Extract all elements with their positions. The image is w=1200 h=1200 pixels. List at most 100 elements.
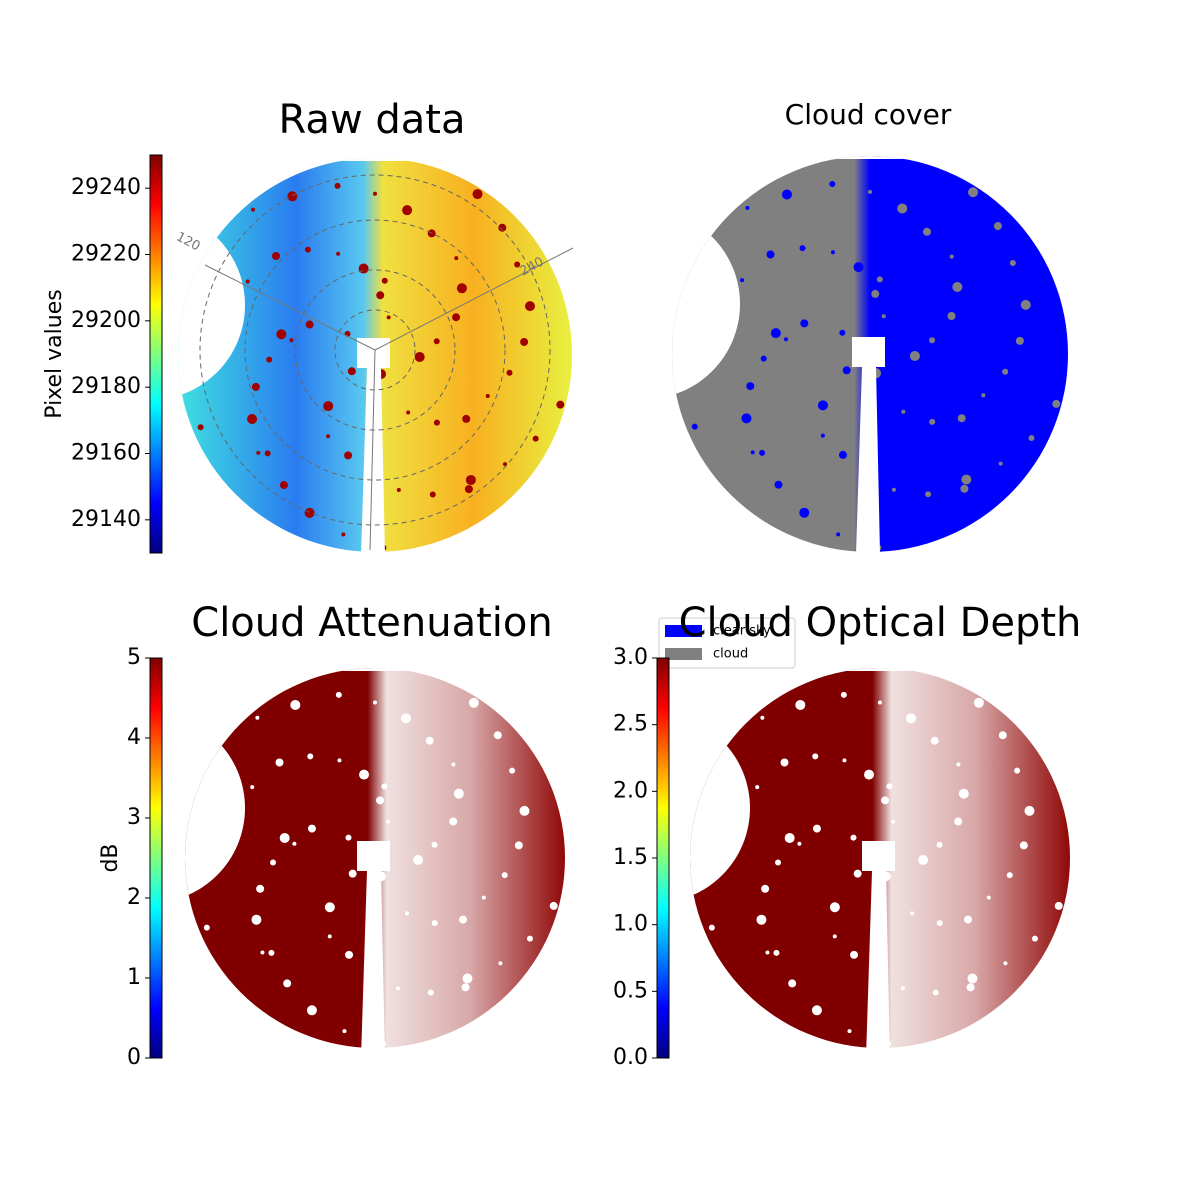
speckle xyxy=(307,824,316,833)
speckle xyxy=(820,433,825,438)
speckle xyxy=(812,753,819,760)
speckle xyxy=(842,758,847,763)
mask-bite xyxy=(690,713,750,903)
speckle xyxy=(847,1029,852,1034)
speckle xyxy=(256,450,261,455)
colorbar-tick-label: 0.5 xyxy=(613,978,648,1003)
speckle xyxy=(799,507,810,518)
speckle xyxy=(498,961,503,966)
speckle xyxy=(1031,935,1038,942)
speckle xyxy=(998,731,1007,740)
speckle xyxy=(960,484,969,493)
speckle xyxy=(431,841,438,848)
speckle xyxy=(925,491,932,498)
speckle xyxy=(1003,961,1008,966)
speckle xyxy=(472,189,483,200)
speckle xyxy=(433,338,440,345)
colorbar xyxy=(656,657,670,1059)
legend-swatch xyxy=(665,625,702,637)
speckle xyxy=(836,532,841,537)
sky-image xyxy=(185,668,565,1048)
speckle xyxy=(404,911,409,916)
speckle xyxy=(784,832,795,843)
speckle xyxy=(811,1005,822,1016)
speckle xyxy=(800,319,809,328)
colorbar-tick-label: 29140 xyxy=(71,507,141,532)
speckle xyxy=(197,424,204,431)
colorbar-tick-label: 29240 xyxy=(71,175,141,200)
colorbar-tick-label: 5 xyxy=(127,645,141,670)
speckle xyxy=(812,824,821,833)
polar-axis xyxy=(204,264,376,351)
speckle xyxy=(958,788,969,799)
speckle xyxy=(952,281,963,292)
speckle xyxy=(425,736,434,745)
speckle xyxy=(918,854,929,865)
speckle xyxy=(454,256,459,261)
speckle xyxy=(452,313,461,322)
speckle xyxy=(741,413,752,424)
speckle xyxy=(770,328,781,339)
speckle xyxy=(359,769,370,780)
speckle xyxy=(501,872,508,879)
speckle xyxy=(335,691,342,698)
speckle xyxy=(427,229,436,238)
speckle xyxy=(334,182,341,189)
colorbar-tick-label: 29160 xyxy=(71,441,141,466)
mask-bite xyxy=(672,209,740,399)
speckle xyxy=(524,301,535,312)
speckle xyxy=(981,393,986,398)
colorbar xyxy=(149,657,163,1059)
speckle xyxy=(1014,767,1021,774)
mask-centre xyxy=(862,841,895,871)
polar-ring xyxy=(199,174,551,526)
colorbar-tick-label: 1 xyxy=(127,965,141,990)
speckle xyxy=(891,487,896,492)
speckle xyxy=(251,207,256,212)
mask-wedge xyxy=(361,368,385,555)
speckle xyxy=(323,401,334,412)
speckle xyxy=(306,1005,317,1016)
colorbar-tick-label: 2.5 xyxy=(613,712,648,737)
speckle xyxy=(345,950,354,959)
speckle xyxy=(839,329,846,336)
speckle xyxy=(799,245,806,252)
speckle xyxy=(453,788,464,799)
polar-axis xyxy=(369,349,376,551)
speckle xyxy=(519,805,530,816)
speckle xyxy=(1020,299,1031,310)
speckle xyxy=(400,713,411,724)
speckle xyxy=(336,251,341,256)
speckle xyxy=(342,1029,347,1034)
speckle xyxy=(514,841,523,850)
sky-image xyxy=(178,158,572,552)
speckle xyxy=(1009,259,1016,266)
speckle xyxy=(957,414,966,423)
speckle xyxy=(1006,872,1013,879)
speckle xyxy=(1002,368,1009,375)
speckle xyxy=(451,762,456,767)
speckle xyxy=(396,488,401,493)
speckle xyxy=(462,973,473,984)
speckle xyxy=(832,934,837,939)
speckle xyxy=(431,920,438,927)
panel-title: Raw data xyxy=(279,97,466,143)
speckle xyxy=(993,222,1002,231)
colorbar-tick-label: 0.0 xyxy=(613,1045,648,1070)
speckle xyxy=(381,783,388,790)
speckle xyxy=(266,356,273,363)
speckle xyxy=(427,989,434,996)
speckle xyxy=(376,291,385,300)
speckle xyxy=(514,261,521,268)
polar-ring xyxy=(334,309,416,391)
legend: clear sky cloud xyxy=(658,617,796,669)
speckle xyxy=(287,191,298,202)
speckle xyxy=(1015,336,1024,345)
speckle xyxy=(376,796,385,805)
speckle xyxy=(292,841,297,846)
speckle xyxy=(901,409,906,414)
speckle xyxy=(881,314,886,319)
speckle xyxy=(881,796,890,805)
